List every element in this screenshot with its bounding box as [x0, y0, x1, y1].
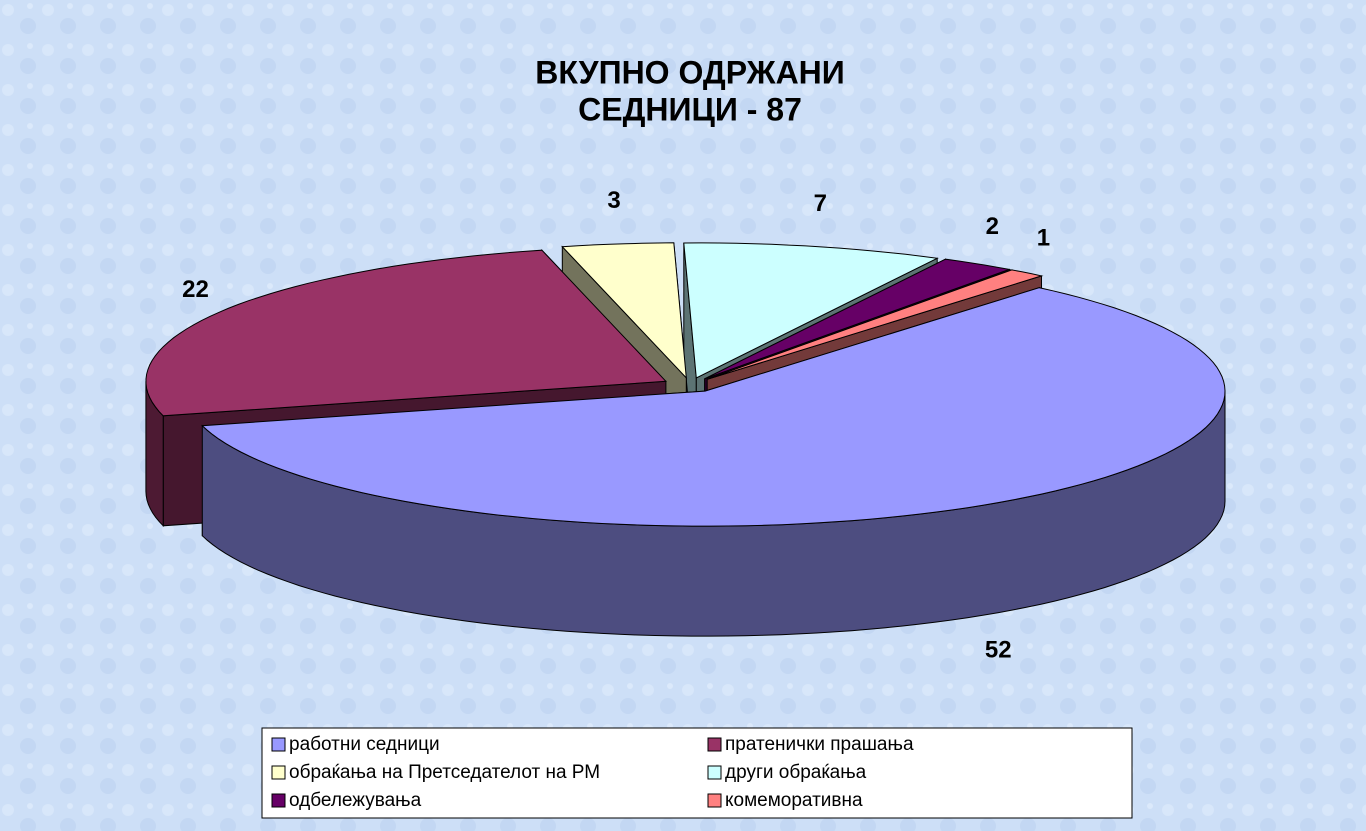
legend-box [261, 727, 1133, 819]
data-label: 52 [985, 637, 1012, 664]
chart-title: ВКУПНО ОДРЖАНИ [535, 54, 845, 90]
pie: 52 22 3 7 2 1 [145, 187, 1226, 664]
slice [561, 242, 687, 380]
data-label: 2 [986, 213, 999, 240]
legend-swatch [271, 765, 286, 780]
legend-label: обраќања на Претседателот на РМ [289, 762, 600, 783]
slice [145, 249, 667, 417]
legend-swatch [271, 793, 286, 808]
legend-label: одбележувања [289, 790, 422, 811]
legend-label: други обраќања [725, 762, 867, 783]
legend-swatch [707, 737, 722, 752]
slice [683, 242, 939, 379]
chart-title: СЕДНИЦИ - 87 [578, 91, 802, 127]
legend: работни седници пратенички прашања обраќањ… [271, 734, 914, 811]
slice [704, 258, 1012, 380]
data-label: 22 [182, 276, 209, 303]
legend-swatch [707, 793, 722, 808]
slice [707, 269, 1044, 380]
legend-swatch [707, 765, 722, 780]
legend-swatch [271, 737, 286, 752]
legend-label: пратенички прашања [725, 734, 914, 755]
legend-label: работни седници [289, 734, 440, 755]
data-label: 7 [814, 190, 827, 217]
slice [201, 287, 1226, 527]
data-label: 1 [1037, 224, 1050, 251]
legend-label: комеморативна [725, 790, 863, 811]
data-label: 3 [607, 187, 620, 214]
